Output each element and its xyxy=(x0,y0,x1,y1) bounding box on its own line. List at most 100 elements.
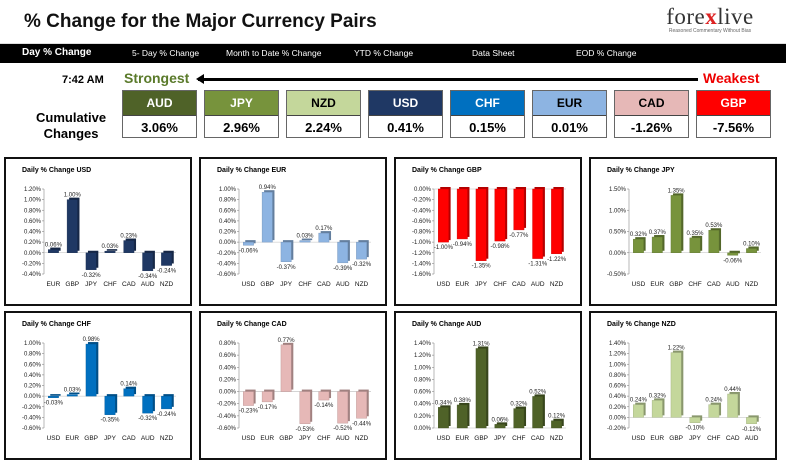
bar-data-label: -0.32% xyxy=(82,273,102,279)
category-label: USD xyxy=(632,435,646,442)
currency-box-eur: EUR 0.01% xyxy=(532,90,607,138)
currency-box-usd: USD 0.41% xyxy=(368,90,443,138)
category-label: AUD xyxy=(336,435,350,442)
nav-5-day-change[interactable]: 5- Day % Change xyxy=(132,48,200,58)
category-label: NZD xyxy=(550,435,564,442)
bar xyxy=(161,252,172,266)
category-label: CAD xyxy=(122,281,136,288)
forexlive-logo[interactable]: forexlive Reasoned Commentary Without Bi… xyxy=(650,4,770,42)
bar xyxy=(689,417,701,423)
y-tick-label: 0.20% xyxy=(609,405,627,411)
category-label: GBP xyxy=(669,435,683,442)
category-label: NZD xyxy=(550,281,564,288)
nav-data-sheet[interactable]: Data Sheet xyxy=(472,48,515,58)
nav-month-to-date[interactable]: Month to Date % Change xyxy=(226,48,322,58)
category-label: CAD xyxy=(122,435,136,442)
category-label: NZD xyxy=(745,281,759,288)
bar-data-label: -0.39% xyxy=(333,266,353,272)
y-tick-label: 0.60% xyxy=(219,353,237,359)
bar-data-label: -0.03% xyxy=(44,401,64,407)
y-tick-label: -1.20% xyxy=(412,251,432,257)
currency-code: EUR xyxy=(533,91,606,115)
nav-day-change[interactable]: Day % Change xyxy=(22,47,92,58)
currency-box-gbp: GBP -7.56% xyxy=(696,90,771,138)
y-tick-label: 0.00% xyxy=(24,251,42,257)
y-tick-label: 0.20% xyxy=(24,384,42,390)
category-label: CHF xyxy=(317,435,330,442)
bar-shadow xyxy=(69,392,80,395)
currency-cumulative-value: -7.56% xyxy=(697,115,770,138)
bar-data-label: 0.32% xyxy=(649,393,667,399)
y-tick-label: 0.80% xyxy=(219,341,237,347)
bar xyxy=(727,393,739,418)
bar xyxy=(708,230,720,253)
currency-box-cad: CAD -1.26% xyxy=(614,90,689,138)
bar xyxy=(551,420,562,429)
logo-part-x: x xyxy=(705,4,718,29)
bar-chart: 1.20% 1.00% 0.80% 0.60% 0.40% 0.20% 0.00% -0.20… xyxy=(22,187,177,288)
bar-data-label: 0.77% xyxy=(278,338,296,344)
bar xyxy=(708,404,720,418)
bar-data-label: 0.34% xyxy=(435,400,453,406)
currency-cumulative-value: 0.41% xyxy=(369,115,442,138)
bar xyxy=(513,188,525,231)
chart-panel-eur: Daily % Change EUR 1.00% 0.80% 0.60% 0.40% 0.… xyxy=(199,157,387,306)
bar-data-label: -0.10% xyxy=(685,426,705,432)
chart-title: Daily % Change NZD xyxy=(607,321,676,328)
arrow-left-icon xyxy=(196,74,204,84)
weakest-label: Weakest xyxy=(703,70,760,86)
y-tick-label: 0.80% xyxy=(24,352,42,358)
bar-data-label: -0.52% xyxy=(333,426,353,432)
timestamp: 7:42 AM xyxy=(62,74,104,86)
bar-data-label: 1.35% xyxy=(668,188,686,194)
currency-box-jpy: JPY 2.96% xyxy=(204,90,279,138)
nav-eod-change[interactable]: EOD % Change xyxy=(576,48,637,58)
bar xyxy=(551,188,562,255)
category-label: NZD xyxy=(160,281,174,288)
category-label: GBP xyxy=(669,281,683,288)
y-tick-label: 0.20% xyxy=(414,414,432,420)
category-label: GBP xyxy=(474,435,488,442)
bar xyxy=(318,391,330,401)
bar xyxy=(438,407,449,429)
bar xyxy=(438,188,449,243)
category-label: AUD xyxy=(726,281,740,288)
bar xyxy=(243,391,254,406)
chart-panel-aud: Daily % Change AUD 1.40% 1.20% 1.00% 0.80% 0.… xyxy=(394,311,582,460)
bar-data-label: -1.00% xyxy=(434,245,454,251)
y-tick-label: 1.00% xyxy=(219,187,237,193)
category-label: USD xyxy=(437,435,451,442)
y-tick-label: 0.60% xyxy=(414,390,432,396)
category-label: USD xyxy=(437,281,451,288)
logo-part-fore: fore xyxy=(666,4,706,29)
bar xyxy=(456,188,468,240)
category-label: JPY xyxy=(475,281,488,288)
bar xyxy=(494,424,506,429)
category-label: JPY xyxy=(85,281,98,288)
y-tick-label: -0.20% xyxy=(22,261,42,267)
bar-data-label: -0.37% xyxy=(277,265,297,271)
category-label: GBP xyxy=(84,435,98,442)
nav-ytd-change[interactable]: YTD % Change xyxy=(354,48,414,58)
category-label: AUD xyxy=(336,281,350,288)
bar-data-label: -0.53% xyxy=(295,427,315,433)
category-label: USD xyxy=(242,281,256,288)
bar-data-label: 1.00% xyxy=(64,193,82,199)
y-tick-label: 1.20% xyxy=(24,187,42,193)
bar-data-label: -0.98% xyxy=(490,244,510,250)
currency-code: AUD xyxy=(123,91,196,115)
bar-data-label: 0.37% xyxy=(649,230,667,236)
bar-chart: 1.50% 1.00% 0.50% 0.00% -0.50% 0.32% USD 0.37% E… xyxy=(607,187,761,288)
y-tick-label: -0.60% xyxy=(412,219,432,225)
bar-data-label: 0.94% xyxy=(259,185,277,191)
bar-data-label: 0.35% xyxy=(686,231,704,237)
bar xyxy=(48,395,59,398)
chart-title: Daily % Change CAD xyxy=(217,321,287,328)
bar xyxy=(513,408,525,429)
y-tick-label: -0.80% xyxy=(412,230,432,236)
title-bar: % Change for the Major Currency Pairs fo… xyxy=(0,0,786,44)
bar xyxy=(48,249,59,253)
chart-panel-chf: Daily % Change CHF 1.00% 0.80% 0.60% 0.40% 0.… xyxy=(4,311,192,460)
y-tick-label: 0.60% xyxy=(24,362,42,368)
